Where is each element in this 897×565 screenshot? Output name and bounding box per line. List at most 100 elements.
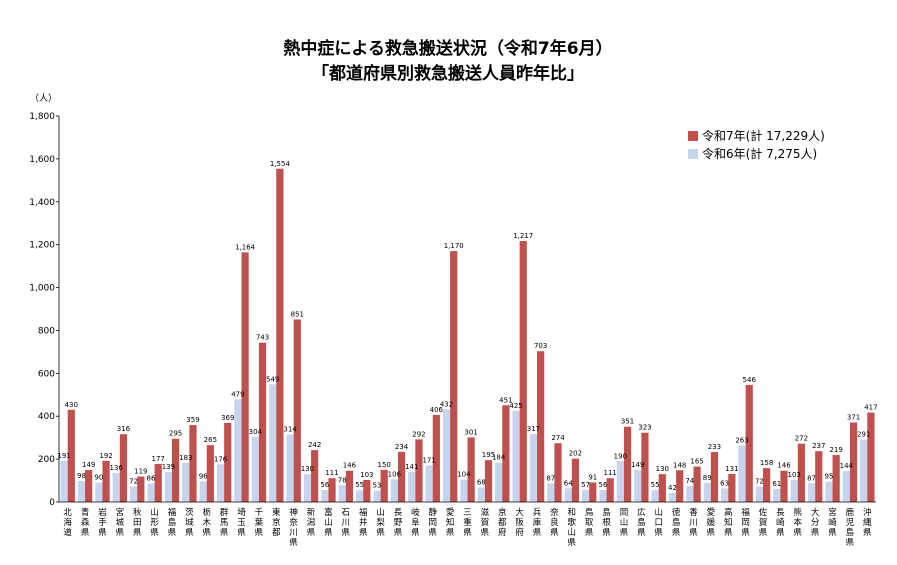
- bar-current: [328, 478, 336, 502]
- data-label-current: 274: [551, 434, 565, 442]
- data-label-current: 451: [499, 396, 512, 404]
- x-category-label: 静岡県: [428, 507, 437, 538]
- bar-previous: [130, 486, 138, 502]
- y-tick-label: 1,000: [29, 284, 55, 294]
- bar-current: [363, 479, 371, 502]
- bar-previous: [825, 481, 833, 502]
- bar-previous: [495, 462, 503, 502]
- data-label-current: 369: [221, 414, 234, 422]
- bar-current: [519, 241, 527, 502]
- bar-current: [676, 470, 684, 502]
- bar-previous: [651, 490, 659, 502]
- x-category-label: 香川県: [689, 507, 698, 538]
- x-category-label: 島根県: [602, 507, 611, 538]
- bar-previous: [721, 488, 729, 502]
- bar-current: [728, 473, 736, 502]
- bar-previous: [581, 489, 590, 502]
- bar-current: [432, 414, 440, 502]
- y-tick-label: 1,400: [29, 198, 55, 208]
- bars: [60, 168, 875, 502]
- bar-current: [554, 443, 562, 502]
- x-category-label: 山口県: [654, 507, 663, 538]
- data-label-current: 119: [134, 467, 147, 475]
- bar-current: [710, 452, 719, 502]
- y-tick-label: 800: [38, 326, 55, 336]
- data-label-current: 148: [673, 461, 686, 469]
- x-axis-categories: 北海道青森県岩手県宮城県秋田県山形県福島県茨城県栃木県群馬県埼玉県千葉県東京都神…: [63, 507, 872, 548]
- bar-current: [241, 252, 249, 502]
- bar-current: [171, 438, 180, 502]
- bar-previous: [738, 445, 746, 502]
- bar-previous: [477, 487, 485, 502]
- x-category-label: 熊本県: [794, 507, 803, 538]
- data-label-previous: 106: [388, 470, 402, 478]
- bar-current: [571, 458, 579, 502]
- x-category-label: 兵庫県: [533, 507, 542, 538]
- data-label-previous: 432: [440, 400, 453, 408]
- x-category-label: 青森県: [81, 507, 90, 538]
- bar-current: [745, 384, 753, 502]
- x-category-label: 栃木県: [202, 507, 211, 538]
- data-label-previous: 291: [857, 431, 870, 439]
- x-category-label: 滋賀県: [481, 507, 490, 538]
- x-category-label: 岐阜県: [411, 507, 420, 538]
- data-label-current: 103: [360, 471, 373, 479]
- data-label-current: 351: [621, 418, 634, 426]
- bar-previous: [460, 479, 468, 502]
- data-label-previous: 149: [631, 461, 644, 469]
- data-label-current: 234: [395, 443, 409, 451]
- bar-current: [797, 443, 805, 502]
- y-tick-label: 1,600: [29, 155, 55, 165]
- data-label-previous: 72: [755, 478, 764, 486]
- bar-previous: [356, 490, 364, 502]
- x-category-label: 福岡県: [741, 507, 750, 538]
- bar-previous: [303, 474, 312, 502]
- x-category-label: 岩手県: [98, 507, 107, 538]
- data-label-current: 149: [82, 461, 95, 469]
- bar-previous: [703, 482, 711, 502]
- x-category-label: 大分県: [811, 507, 820, 538]
- data-label-current: 150: [377, 461, 390, 469]
- data-label-current: 237: [812, 442, 825, 450]
- bar-current: [537, 351, 545, 502]
- x-category-label: 群馬県: [220, 507, 229, 538]
- data-label-previous: 191: [57, 452, 70, 460]
- bar-previous: [408, 471, 416, 502]
- data-label-current: 371: [847, 413, 860, 421]
- bar-previous: [807, 483, 816, 502]
- x-category-label: 山梨県: [376, 507, 385, 538]
- data-label-current: 1,164: [235, 243, 256, 251]
- data-label-previous: 95: [824, 473, 833, 481]
- bar-previous: [390, 479, 398, 502]
- bar-current: [693, 466, 701, 502]
- x-category-label: 山形県: [150, 507, 159, 538]
- data-label-previous: 184: [492, 454, 506, 462]
- bar-current: [154, 464, 162, 502]
- data-label-current: 430: [65, 401, 78, 409]
- bar-previous: [842, 471, 850, 502]
- data-label-previous: 55: [355, 481, 364, 489]
- data-label-current: 233: [708, 443, 721, 451]
- bar-current: [502, 405, 510, 502]
- y-tick-label: 1,200: [29, 241, 55, 251]
- bar-previous: [616, 461, 624, 502]
- data-label-previous: 56: [320, 481, 329, 489]
- bar-previous: [425, 465, 433, 502]
- bar-current: [849, 422, 858, 502]
- y-axis-ticks: 0 200 400 600 800 1,000 1,200 1,400 1,600 1,800: [29, 112, 55, 508]
- bar-previous: [95, 482, 103, 502]
- bar-previous: [686, 486, 694, 502]
- y-tick-label: 1,800: [29, 112, 55, 122]
- bar-current: [415, 439, 423, 502]
- data-label-current: 406: [430, 406, 444, 414]
- x-category-label: 大阪府: [515, 507, 524, 538]
- bar-previous: [599, 489, 607, 502]
- bar-previous: [755, 486, 764, 502]
- x-category-label: 佐賀県: [759, 507, 768, 538]
- bar-current: [763, 468, 771, 502]
- data-label-previous: 63: [720, 479, 729, 487]
- bar-previous: [634, 470, 642, 502]
- bar-previous: [373, 490, 381, 502]
- bar-previous: [442, 409, 451, 502]
